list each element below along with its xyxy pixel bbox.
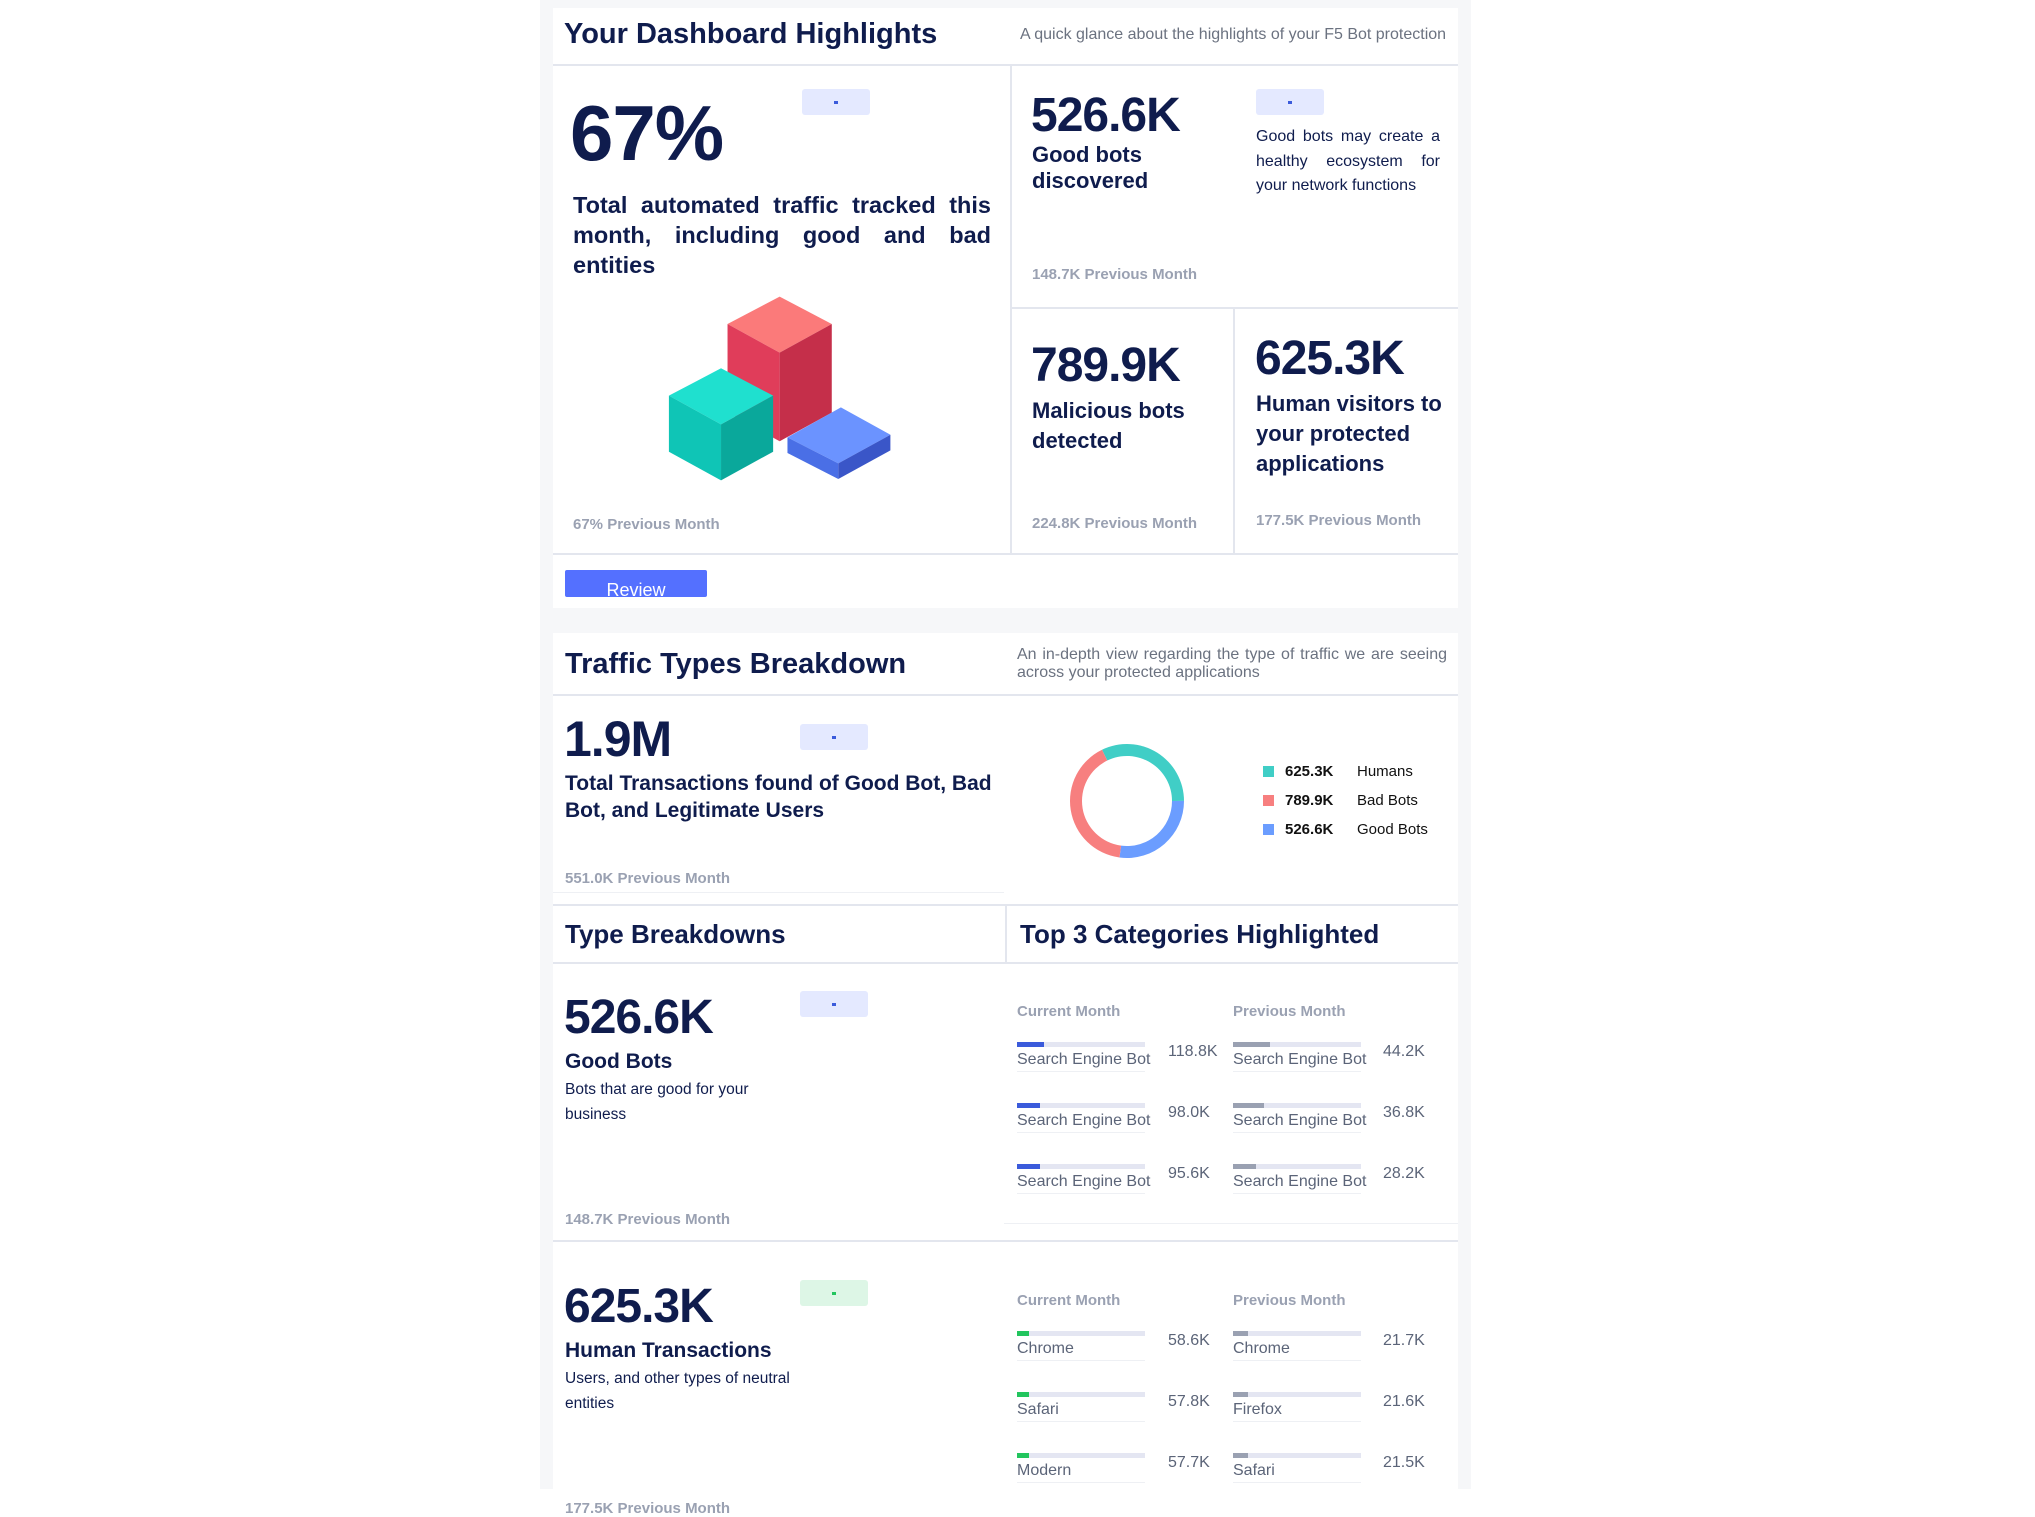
previous-bar xyxy=(1233,1392,1361,1397)
previous-bar xyxy=(1233,1103,1361,1108)
previous-category-name: Chrome xyxy=(1233,1340,1290,1357)
previous-category-name: Search Engine Bot xyxy=(1233,1173,1367,1190)
legend-swatch xyxy=(1263,824,1274,835)
total-transactions-value: 1.9M xyxy=(564,711,672,767)
current-category-value: 57.8K xyxy=(1168,1393,1210,1410)
donut-slice-good-bots xyxy=(1119,800,1184,858)
good-bots-label: Good bots discovered xyxy=(1032,142,1149,193)
previous-month-header: Previous Month xyxy=(1233,1003,1346,1020)
cubes-illustration-icon xyxy=(668,296,891,481)
donut-slice-bad-bots xyxy=(1070,749,1122,858)
total-prev-month: 551.0K Previous Month xyxy=(565,870,731,887)
traffic-breakdown-card xyxy=(553,633,1458,1503)
previous-category-value: 21.7K xyxy=(1383,1332,1425,1349)
current-month-header: Current Month xyxy=(1017,1292,1121,1309)
current-category-value: 57.7K xyxy=(1168,1454,1210,1471)
current-bar xyxy=(1017,1453,1145,1458)
type-breakdowns-title: Type Breakdowns xyxy=(565,919,786,949)
good-bots-note: Good bots may create a healthy ecosystem… xyxy=(1256,128,1440,194)
traffic-subtitle: An in-depth view regarding the type of t… xyxy=(1017,646,1447,681)
trend-icon xyxy=(1288,101,1292,104)
malicious-bots-value: 789.9K xyxy=(1031,339,1181,392)
section-label: Human Transactions xyxy=(565,1339,772,1362)
current-category-value: 95.6K xyxy=(1168,1165,1210,1182)
current-bar xyxy=(1017,1331,1145,1336)
page-title: Your Dashboard Highlights xyxy=(564,18,938,50)
current-category-name: Search Engine Bot xyxy=(1017,1051,1151,1068)
malicious-bots-label: Malicious bots detected xyxy=(1032,398,1185,453)
trend-badge xyxy=(800,724,868,750)
trend-badge xyxy=(1256,89,1324,115)
section-desc: Bots that are good for your business xyxy=(565,1081,749,1123)
trend-icon xyxy=(832,736,836,739)
legend-value: 625.3K xyxy=(1285,763,1334,780)
previous-category-value: 21.5K xyxy=(1383,1454,1425,1471)
humans-prev-month: 177.5K Previous Month xyxy=(1256,512,1422,529)
current-category-value: 58.6K xyxy=(1168,1332,1210,1349)
legend-item: 526.6K Good Bots xyxy=(1285,821,1428,838)
section-prev-month: 148.7K Previous Month xyxy=(565,1211,731,1228)
top3-categories-title: Top 3 Categories Highlighted xyxy=(1020,919,1380,949)
traffic-title: Traffic Types Breakdown xyxy=(565,648,907,680)
automated-traffic-value: 67% xyxy=(570,89,724,177)
total-transactions-desc: Total Transactions found of Good Bot, Ba… xyxy=(565,772,992,822)
legend-value: 789.9K xyxy=(1285,792,1334,809)
previous-category-value: 44.2K xyxy=(1383,1043,1425,1060)
good-bots-value: 526.6K xyxy=(1031,89,1181,142)
section-value: 526.6K xyxy=(564,991,714,1044)
current-bar xyxy=(1017,1042,1145,1047)
section-label: Good Bots xyxy=(565,1050,673,1073)
current-month-header: Current Month xyxy=(1017,1003,1121,1020)
page-subtitle: A quick glance about the highlights of y… xyxy=(1020,26,1447,43)
current-category-name: Safari xyxy=(1017,1401,1059,1418)
previous-category-name: Safari xyxy=(1233,1462,1275,1479)
current-category-name: Search Engine Bot xyxy=(1017,1112,1151,1129)
previous-category-value: 28.2K xyxy=(1383,1165,1425,1182)
previous-bar xyxy=(1233,1164,1361,1169)
current-category-name: Modern xyxy=(1017,1462,1072,1479)
donut-slice-humans xyxy=(1102,744,1184,801)
humans-value: 625.3K xyxy=(1255,332,1405,385)
previous-month-header: Previous Month xyxy=(1233,1292,1346,1309)
legend-item: 625.3K Humans xyxy=(1285,763,1413,780)
legend-label: Humans xyxy=(1357,763,1413,780)
previous-category-name: Search Engine Bot xyxy=(1233,1112,1367,1129)
trend-badge xyxy=(800,1280,868,1306)
previous-bar xyxy=(1233,1042,1361,1047)
previous-category-name: Search Engine Bot xyxy=(1233,1051,1367,1068)
previous-bar xyxy=(1233,1453,1361,1458)
malicious-prev-month: 224.8K Previous Month xyxy=(1032,515,1198,532)
humans-label: Human visitors to your protected applica… xyxy=(1256,391,1442,476)
legend-label: Good Bots xyxy=(1357,821,1428,838)
current-bar xyxy=(1017,1392,1145,1397)
trend-badge xyxy=(802,89,870,115)
current-category-name: Chrome xyxy=(1017,1340,1074,1357)
legend-swatch xyxy=(1263,795,1274,806)
trend-icon xyxy=(832,1292,836,1295)
previous-category-name: Firefox xyxy=(1233,1401,1282,1418)
current-category-value: 98.0K xyxy=(1168,1104,1210,1121)
legend-item: 789.9K Bad Bots xyxy=(1285,792,1418,809)
section-desc: Users, and other types of neutral entiti… xyxy=(565,1370,790,1412)
automated-traffic-desc: Total automated traffic tracked this mon… xyxy=(573,192,991,278)
previous-category-value: 36.8K xyxy=(1383,1104,1425,1121)
legend-swatch xyxy=(1263,766,1274,777)
legend-label: Bad Bots xyxy=(1357,792,1418,809)
current-bar xyxy=(1017,1103,1145,1108)
trend-icon xyxy=(834,101,838,104)
current-bar xyxy=(1017,1164,1145,1169)
previous-bar xyxy=(1233,1331,1361,1336)
review-button[interactable]: Review xyxy=(565,570,707,597)
trend-icon xyxy=(832,1003,836,1006)
section-prev-month: 177.5K Previous Month xyxy=(565,1500,731,1517)
current-category-value: 118.8K xyxy=(1168,1043,1218,1060)
good-bots-prev-month: 148.7K Previous Month xyxy=(1032,266,1198,283)
legend-value: 526.6K xyxy=(1285,821,1334,838)
traffic-donut-chart xyxy=(1070,744,1184,858)
previous-category-value: 21.6K xyxy=(1383,1393,1425,1410)
section-value: 625.3K xyxy=(564,1280,714,1333)
automated-prev-month: 67% Previous Month xyxy=(573,516,720,533)
trend-badge xyxy=(800,991,868,1017)
current-category-name: Search Engine Bot xyxy=(1017,1173,1151,1190)
